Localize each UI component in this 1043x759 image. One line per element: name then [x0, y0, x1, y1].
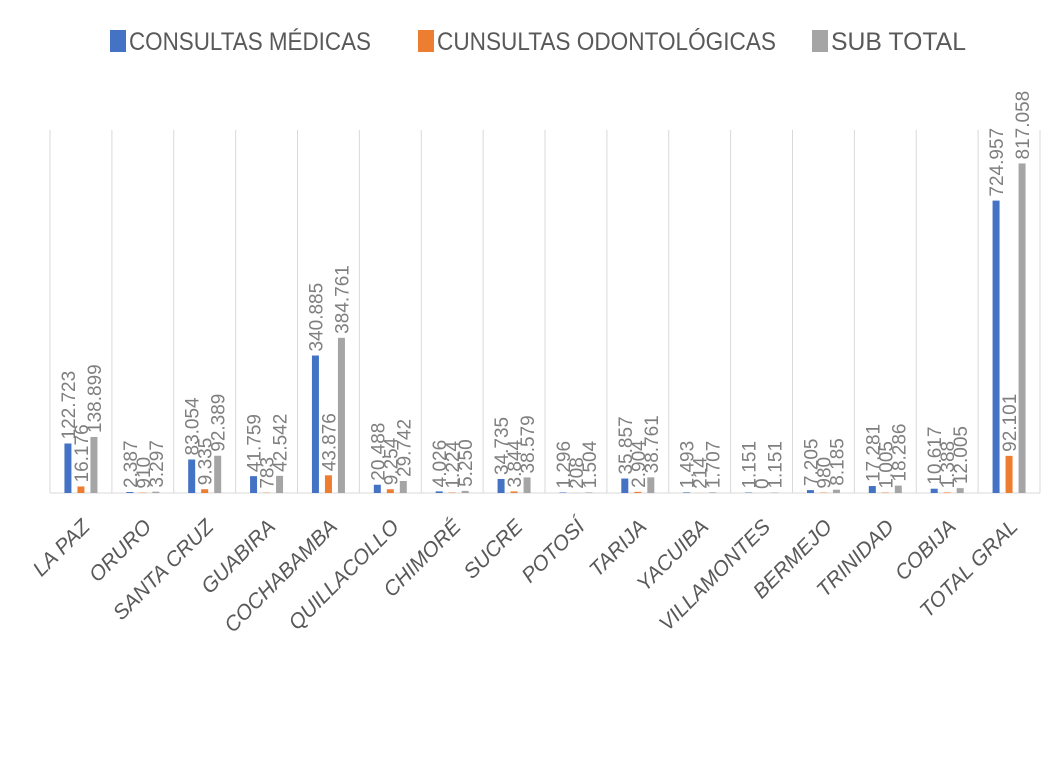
- data-label: 783: [258, 457, 279, 489]
- bar: [90, 436, 98, 493]
- data-label: 0: [753, 478, 774, 489]
- data-label: 83.054: [183, 397, 204, 456]
- data-label: 1.493: [678, 441, 699, 489]
- data-label: 92.101: [1000, 394, 1021, 452]
- data-label: 724.957: [987, 128, 1008, 197]
- bar: [709, 492, 717, 493]
- bar: [497, 478, 505, 493]
- data-label: 1.504: [580, 440, 601, 488]
- data-label: 10.617: [925, 427, 946, 485]
- data-label: 4.026: [430, 440, 451, 488]
- data-label: 1.707: [704, 441, 725, 489]
- bar: [152, 491, 160, 493]
- data-label: 9.335: [196, 438, 217, 486]
- bar: [647, 477, 655, 493]
- legend-swatch: [110, 30, 126, 52]
- legend-swatch: [418, 30, 434, 52]
- data-label: 16.176: [72, 424, 93, 482]
- data-label: 214: [691, 457, 712, 489]
- bar: [399, 481, 407, 493]
- bar: [201, 489, 209, 493]
- data-label: 138.899: [85, 364, 106, 433]
- data-label: 92.389: [209, 394, 230, 452]
- data-label: 1.005: [876, 441, 897, 489]
- bar: [77, 486, 85, 493]
- data-label: 38.579: [518, 415, 539, 473]
- data-label: 1.224: [443, 441, 464, 489]
- legend-swatch: [812, 30, 828, 52]
- data-label: 20.488: [368, 423, 389, 481]
- data-label: 12.005: [951, 426, 972, 484]
- data-label: 1.151: [766, 441, 787, 489]
- bar: [621, 478, 629, 493]
- bar: [683, 492, 691, 493]
- bar: [461, 490, 469, 493]
- data-label: 384.761: [332, 265, 353, 334]
- data-label: 1.296: [554, 441, 575, 489]
- bar: [250, 476, 258, 493]
- legend-label: CUNSULTAS ODONTOLÓGICAS: [437, 27, 776, 56]
- data-label: 3.844: [505, 439, 526, 487]
- data-label: 910: [134, 457, 155, 489]
- x-tick-label: COCHABAMBA: [220, 515, 342, 637]
- data-label: 1.151: [740, 441, 761, 489]
- data-label: 43.876: [319, 413, 340, 471]
- bar: [311, 355, 319, 493]
- data-label: 18.286: [889, 423, 910, 481]
- bar: [1005, 455, 1013, 493]
- x-tick-label: POTOSÍ: [517, 513, 591, 587]
- data-label: 29.742: [394, 419, 415, 477]
- bar: [1018, 163, 1026, 493]
- bar: [523, 477, 531, 493]
- bar: [930, 488, 938, 493]
- bar: [559, 492, 567, 493]
- bar: [188, 459, 196, 493]
- data-label: 17.281: [863, 424, 884, 482]
- data-label: 9.254: [381, 437, 402, 485]
- bar: [992, 200, 1000, 493]
- bar: [868, 486, 876, 493]
- bar: [943, 492, 951, 493]
- bar: [894, 485, 902, 493]
- data-label: 208: [567, 457, 588, 489]
- data-label: 340.885: [306, 283, 327, 352]
- bar: [337, 337, 345, 493]
- bar: [510, 491, 518, 493]
- data-label: 2.387: [121, 440, 142, 488]
- legend-label: CONSULTAS MÉDICAS: [129, 27, 371, 56]
- x-tick-label: VILLAMONTES: [655, 515, 775, 635]
- bar: [585, 492, 593, 493]
- data-label: 38.761: [642, 415, 663, 473]
- x-tick-label: SUCRE: [459, 515, 528, 584]
- data-label: 5.250: [456, 439, 477, 487]
- bar: [126, 492, 134, 493]
- data-label: 817.058: [1013, 91, 1034, 160]
- data-label: 122.723: [59, 371, 80, 440]
- bar: [276, 475, 284, 493]
- x-tick-label: QUILLACOLLO: [284, 515, 403, 634]
- data-label: 42.542: [271, 414, 292, 472]
- bar: [324, 475, 332, 493]
- data-label: 34.735: [492, 417, 513, 475]
- bar: [214, 455, 222, 493]
- data-label: 1.388: [938, 441, 959, 489]
- bar: [373, 484, 381, 493]
- bar: [832, 489, 840, 493]
- bar: [634, 491, 642, 493]
- data-label: 7.205: [801, 439, 822, 487]
- bar: [806, 490, 814, 493]
- bar: [64, 443, 72, 493]
- legend-label: SUB TOTAL: [831, 28, 966, 56]
- data-label: 41.759: [245, 414, 266, 472]
- data-label: 8.185: [827, 438, 848, 486]
- data-label: 980: [814, 457, 835, 489]
- data-label: 2.904: [629, 440, 650, 488]
- data-label: 3.297: [147, 440, 168, 488]
- bar: [386, 489, 394, 493]
- bar: [956, 488, 964, 493]
- bar: [435, 491, 443, 493]
- data-label: 35.857: [616, 416, 637, 474]
